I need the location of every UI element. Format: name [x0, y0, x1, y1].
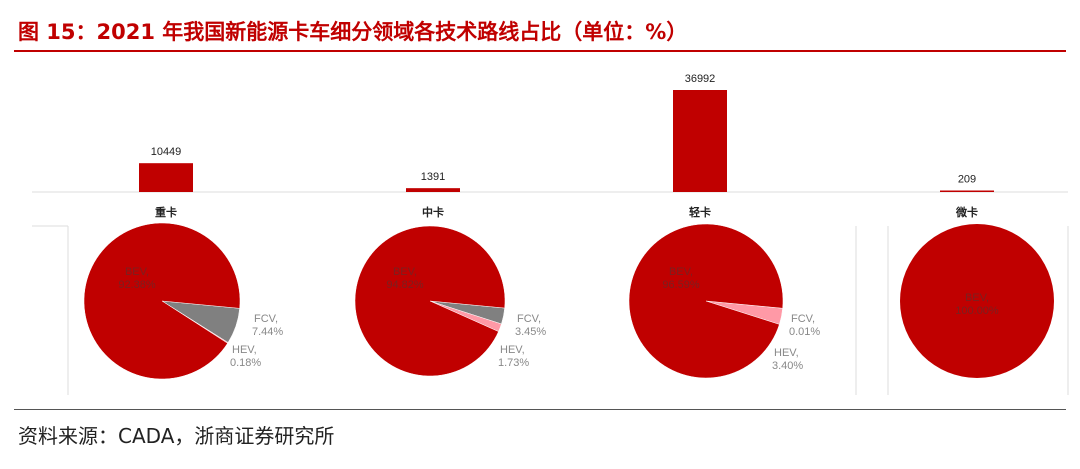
bar-label-0: 10449	[151, 146, 182, 158]
category-label-3: 微卡	[955, 205, 978, 219]
bar-label-2: 36992	[685, 73, 716, 85]
pie-slice-1-2	[354, 225, 506, 377]
pie-slice-2-2	[628, 223, 784, 379]
bar-2	[673, 90, 727, 192]
pie-label-2-2: BEV,	[669, 266, 693, 278]
source-divider	[14, 409, 1066, 410]
pie-label-0-1: HEV,	[232, 344, 257, 356]
bar-3	[940, 190, 994, 192]
pie-value-0-2: 92.38%	[118, 279, 156, 291]
pie-value-1-1: 1.73%	[498, 357, 529, 369]
source-note: 资料来源：CADA，浙商证券研究所	[18, 424, 335, 448]
bar-0	[139, 163, 193, 192]
pie-value-1-2: 94.82%	[386, 279, 424, 291]
category-label-2: 轻卡	[689, 205, 711, 219]
pie-label-2-1: HEV,	[774, 347, 799, 359]
pie-value-2-2: 96.59%	[662, 279, 700, 291]
bar-label-1: 1391	[421, 171, 445, 183]
pie-value-1-0: 3.45%	[515, 326, 546, 338]
pie-label-1-1: HEV,	[500, 344, 525, 356]
pie-label-1-2: BEV,	[393, 266, 417, 278]
pie-slice-3-0	[900, 224, 1054, 378]
pie-label-0-2: BEV,	[125, 266, 149, 278]
category-label-0: 重卡	[155, 205, 177, 219]
pie-value-0-0: 7.44%	[252, 326, 283, 338]
title-divider	[14, 50, 1066, 52]
bar-label-3: 209	[958, 174, 976, 186]
pie-label-3-0: BEV,	[965, 292, 989, 304]
pie-value-2-1: 3.40%	[772, 360, 803, 372]
category-label-1: 中卡	[422, 205, 444, 219]
pie-value-0-1: 0.18%	[230, 357, 261, 369]
chart-title: 图 15：2021 年我国新能源卡车细分领域各技术路线占比（单位：%）	[18, 20, 688, 44]
pie-label-2-0: FCV,	[791, 313, 815, 325]
bar-1	[406, 188, 460, 192]
pie-slice-0-2	[83, 222, 241, 380]
pie-value-3-0: 100.00%	[955, 305, 999, 317]
pie-label-0-0: FCV,	[254, 313, 278, 325]
pie-value-2-0: 0.01%	[789, 326, 820, 338]
pie-label-1-0: FCV,	[517, 313, 541, 325]
